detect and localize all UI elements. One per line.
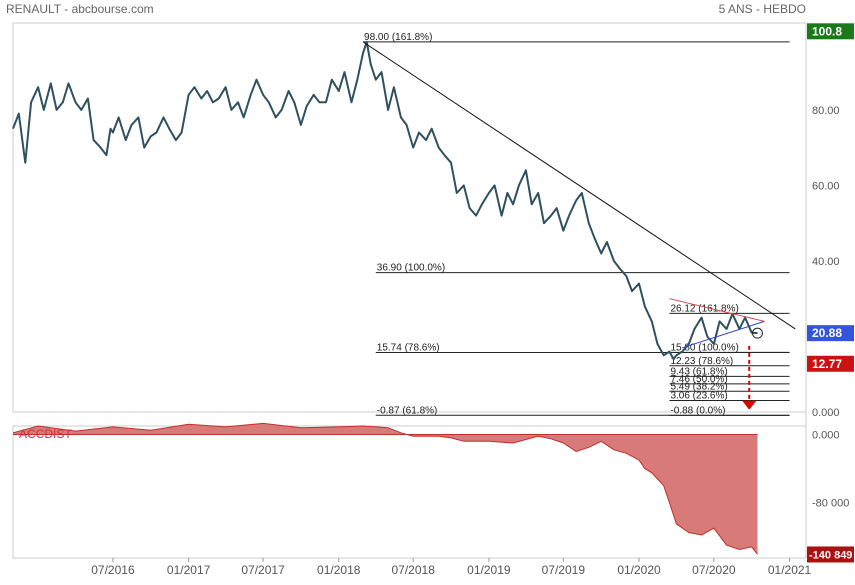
accdist-area	[13, 423, 758, 555]
fib-level-label: 3.06 (23.6%)	[670, 390, 727, 401]
price-tag-box	[807, 355, 854, 372]
fib-level-label: -0.88 (0.0%)	[670, 405, 725, 416]
fib-level-label: 26.12 (161.8%)	[670, 303, 738, 314]
x-tick-label: 01/2019	[467, 563, 511, 577]
accdist-y-tick-label: -80 000	[812, 498, 849, 510]
accdist-y-tick-label: 0.000	[812, 430, 840, 442]
trendline	[362, 41, 796, 330]
x-tick-label: 01/2017	[167, 563, 211, 577]
y-tick-label: 60.00	[812, 180, 840, 192]
target-arrow-head	[742, 400, 757, 410]
x-tick-label: 01/2020	[617, 563, 661, 577]
price-tag-box	[807, 23, 854, 40]
main-panel-frame	[12, 22, 807, 413]
x-tick-label: 07/2018	[392, 563, 436, 577]
accdist-label: ACCDIST	[19, 427, 72, 441]
accdist-value-tag-label: -140 849	[809, 549, 852, 561]
y-tick-label: 0.000	[812, 407, 840, 419]
fib-level-label: 15.74 (78.6%)	[377, 343, 440, 354]
fib-level-label: -0.87 (61.8%)	[377, 405, 438, 416]
x-tick-label: 01/2018	[317, 563, 361, 577]
fib-level-label: 9.43 (61.8%)	[670, 366, 727, 377]
fib-level-label: 15.80 (100.0%)	[670, 342, 738, 353]
x-axis: 07/2016 01/2017 07/2017 01/2018 07/2018 01/20…	[91, 558, 812, 577]
fib-level-label: 98.00 (161.8%)	[364, 32, 432, 43]
x-tick-label: 07/2019	[542, 563, 586, 577]
fib-level-label: 12.23 (78.6%)	[670, 356, 733, 367]
breakout-circle-marker	[751, 327, 763, 339]
main-panel: 80.00 60.00 40.00 0.000 98.00 (161.8%) 36.90 …	[12, 23, 854, 419]
trendline	[669, 298, 765, 322]
price-tag-box	[807, 325, 854, 342]
fib-level-label: 36.90 (100.0%)	[377, 263, 445, 274]
fib-level-label: 7.46 (50.0%)	[670, 374, 727, 385]
price-tag-label: 100.8	[812, 24, 842, 38]
x-tick-label: 01/2021	[768, 563, 812, 577]
price-tag-label: 20.88	[812, 326, 842, 340]
x-tick-label: 07/2016	[91, 563, 135, 577]
y-tick-label: 40.00	[812, 256, 840, 268]
trendline	[682, 320, 765, 349]
x-tick-label: 07/2020	[692, 563, 736, 577]
accdist-line	[12, 422, 758, 555]
chart-period: 5 ANS - HEBDO	[719, 2, 806, 16]
price-series-line	[12, 40, 758, 361]
price-tag-label: 12.77	[812, 357, 842, 371]
chart-title: RENAULT - abcbourse.com	[6, 2, 154, 16]
y-tick-label: 80.00	[812, 105, 840, 117]
fib-level-label: 5.49 (38.2%)	[670, 381, 727, 392]
x-tick-label: 07/2017	[241, 563, 285, 577]
accdist-value-tag-box	[807, 546, 854, 563]
accdist-panel: 0.000 -80 000 -140 849	[12, 422, 854, 563]
